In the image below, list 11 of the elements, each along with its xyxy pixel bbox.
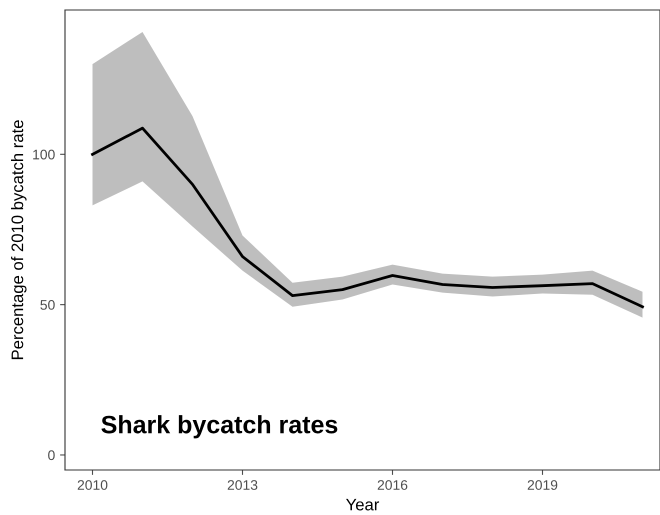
x-axis-title: Year <box>346 498 380 510</box>
x-tick-label: 2010 <box>78 480 108 490</box>
y-axis-title: Percentage of 2010 bycatch rate <box>11 120 27 360</box>
y-tick-label: 100 <box>33 150 55 160</box>
annotation: Shark bycatch rates <box>101 415 338 438</box>
x-tick-label: 2013 <box>228 480 258 490</box>
x-tick-label: 2019 <box>528 480 558 490</box>
y-tick-label: 50 <box>40 300 55 310</box>
x-tick-label: 2016 <box>378 480 408 490</box>
line-series <box>91 126 644 308</box>
y-tick-label: 0 <box>48 450 55 460</box>
